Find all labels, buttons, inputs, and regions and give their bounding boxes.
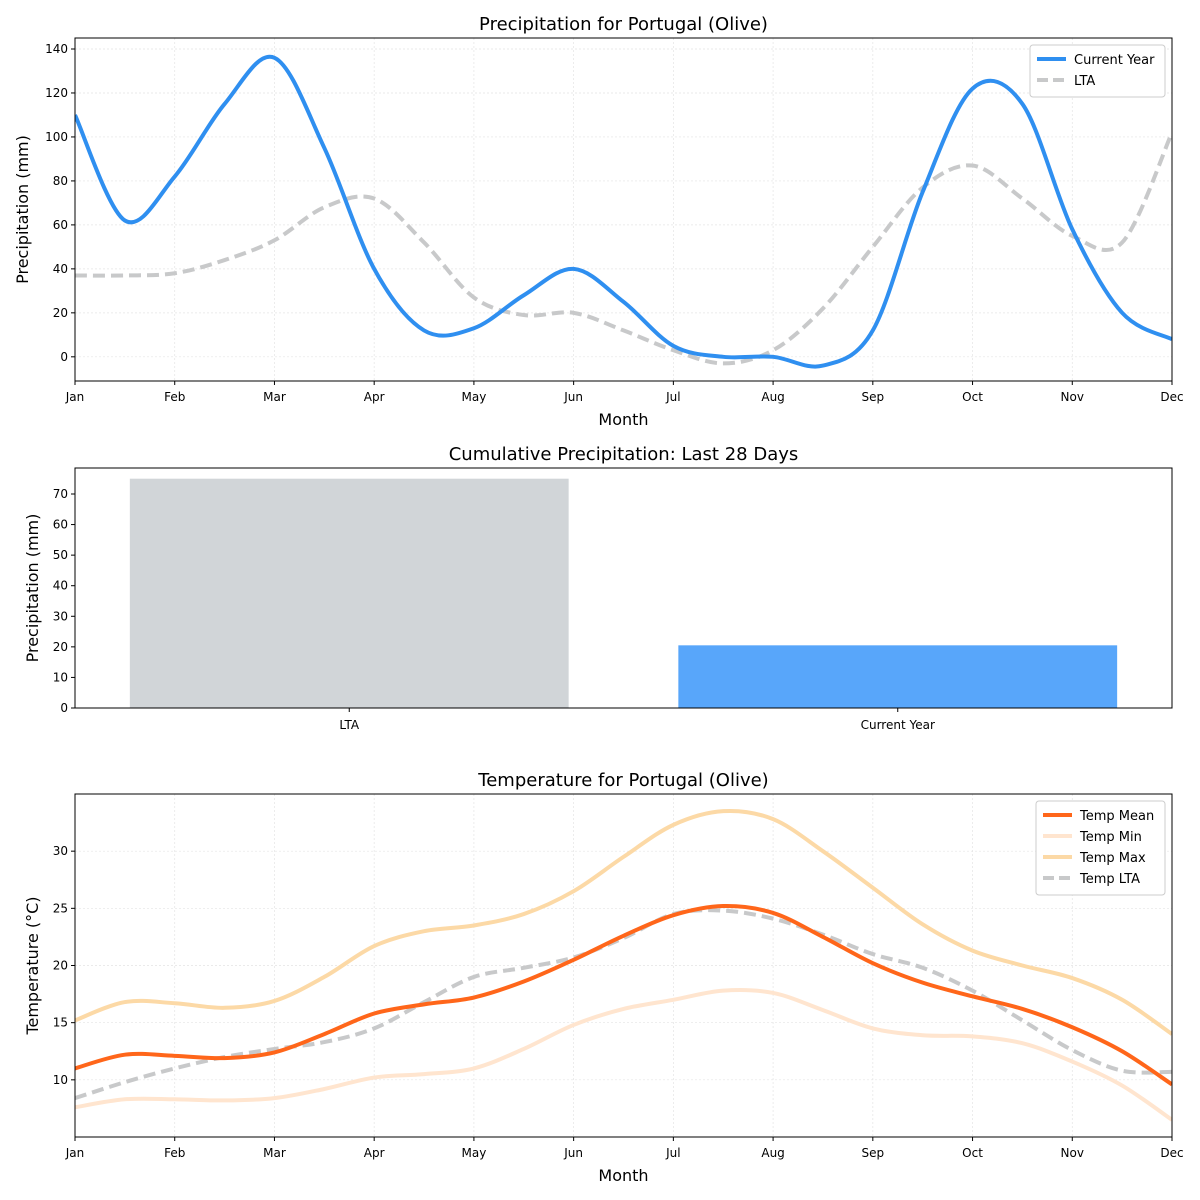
y-tick-label: 100 <box>45 130 68 144</box>
y-tick-label: 10 <box>53 1073 68 1087</box>
x-tick-label: May <box>462 1146 487 1160</box>
y-tick-label: 60 <box>53 218 68 232</box>
y-tick-label: 30 <box>53 844 68 858</box>
x-tick-label: Oct <box>962 390 983 404</box>
legend: Current Year LTA <box>1029 44 1166 98</box>
series-line-temp-min <box>75 988 1172 1122</box>
x-tick-label: Sep <box>862 390 885 404</box>
x-tick-label: Feb <box>164 1146 185 1160</box>
plot-frame <box>74 793 1173 1138</box>
legend-label: Temp LTA <box>1079 872 1140 887</box>
y-tick-label: 15 <box>53 1016 68 1030</box>
x-tick-label: Dec <box>1160 1146 1183 1160</box>
y-axis-label: Precipitation (mm) <box>23 514 42 663</box>
bar-lta <box>129 478 569 708</box>
chart-title: Temperature for Portugal (Olive) <box>477 770 768 791</box>
x-tick-label: Jan <box>65 390 85 404</box>
y-tick-label: 120 <box>45 86 68 100</box>
x-tick-label: Jun <box>563 1146 583 1160</box>
plot-frame <box>74 467 1173 709</box>
x-tick-label: Aug <box>761 390 784 404</box>
y-tick-label: 30 <box>53 609 68 623</box>
y-tick-label: 60 <box>53 518 68 532</box>
y-tick-label: 25 <box>53 901 68 915</box>
legend-box <box>1035 800 1166 896</box>
x-tick-label: Mar <box>263 1146 286 1160</box>
y-tick-label: 80 <box>53 174 68 188</box>
y-tick-label: 20 <box>53 640 68 654</box>
x-tick-label: Apr <box>364 390 385 404</box>
x-tick-label: Nov <box>1061 1146 1084 1160</box>
x-tick-label: Dec <box>1160 390 1183 404</box>
legend-label: Temp Min <box>1079 830 1142 845</box>
bar-current-year <box>678 645 1118 708</box>
chart-title: Precipitation for Portugal (Olive) <box>479 14 768 35</box>
x-tick-label: Feb <box>164 390 185 404</box>
series-line-current-year <box>75 54 1172 369</box>
legend-label: Current Year <box>1074 53 1155 68</box>
y-tick-label: 20 <box>53 306 68 320</box>
y-tick-label: 0 <box>60 350 68 364</box>
chart-0: Precipitation for Portugal (Olive) Precip… <box>13 14 1184 429</box>
legend-label: Temp Max <box>1079 851 1146 866</box>
chart-title: Cumulative Precipitation: Last 28 Days <box>449 444 799 465</box>
x-tick-label: Aug <box>761 1146 784 1160</box>
y-axis-label: Temperature (°C) <box>23 896 42 1035</box>
x-tick-label: Oct <box>962 1146 983 1160</box>
x-tick-label: Jan <box>65 1146 85 1160</box>
y-tick-label: 50 <box>53 548 68 562</box>
y-tick-label: 20 <box>53 959 68 973</box>
x-tick-label: Sep <box>862 1146 885 1160</box>
x-tick-label: Jun <box>563 390 583 404</box>
y-tick-label: 40 <box>53 262 68 276</box>
x-axis-label: Month <box>598 1166 648 1185</box>
x-tick-label: May <box>462 390 487 404</box>
series-line-lta <box>75 131 1172 366</box>
chart-1: Cumulative Precipitation: Last 28 Days Pr… <box>23 444 1173 732</box>
x-tick-label: Apr <box>364 1146 385 1160</box>
x-tick-label: Mar <box>263 390 286 404</box>
x-tick-label: LTA <box>339 718 359 732</box>
legend-label: Temp Mean <box>1079 809 1154 824</box>
chart-2: Temperature for Portugal (Olive) Temperat… <box>23 770 1184 1185</box>
plot-frame <box>74 37 1173 382</box>
x-axis-label: Month <box>598 410 648 429</box>
x-tick-label: Jul <box>665 1146 680 1160</box>
x-tick-label: Nov <box>1061 390 1084 404</box>
y-tick-label: 40 <box>53 579 68 593</box>
legend: Temp Mean Temp Min Temp Max Temp LTA <box>1035 800 1166 896</box>
y-tick-label: 0 <box>60 701 68 715</box>
y-axis-label: Precipitation (mm) <box>13 135 32 284</box>
x-tick-label: Jul <box>665 390 680 404</box>
y-tick-label: 10 <box>53 670 68 684</box>
y-tick-label: 140 <box>45 42 68 56</box>
y-tick-label: 70 <box>53 487 68 501</box>
x-tick-label: Current Year <box>861 718 935 732</box>
legend-label: LTA <box>1074 74 1095 89</box>
series-line-temp-mean <box>75 904 1172 1087</box>
series-line-temp-max <box>75 808 1172 1036</box>
